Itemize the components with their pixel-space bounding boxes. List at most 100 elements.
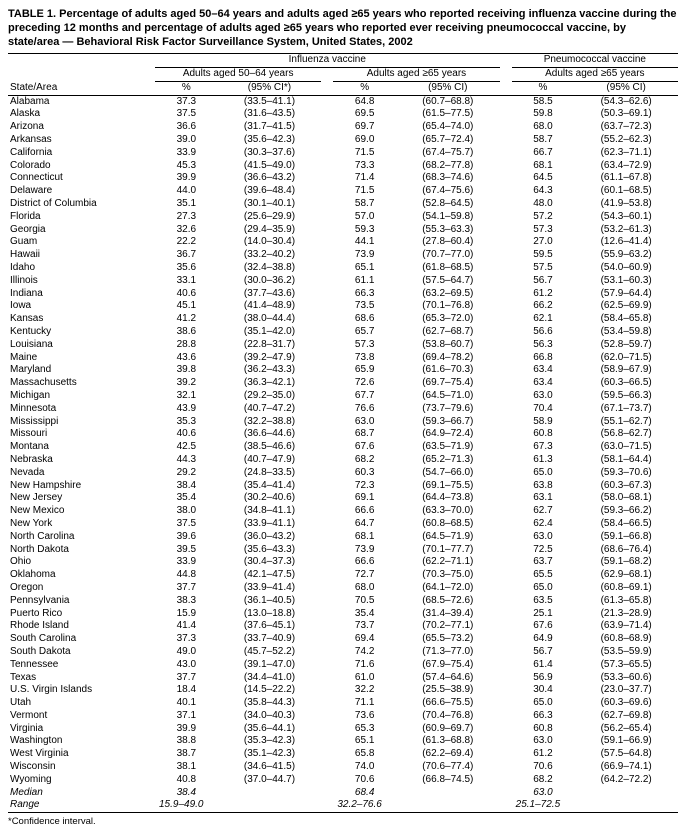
pct-cell: 44.3 (155, 454, 218, 467)
pct-cell: 61.0 (333, 672, 396, 685)
state-cell: New Mexico (8, 505, 155, 518)
ci-cell: (14.5–22.2) (218, 684, 322, 697)
pct-cell: 70.6 (333, 774, 396, 787)
pct-cell: 72.3 (333, 480, 396, 493)
ci-cell: (37.0–44.7) (218, 774, 322, 787)
pct-cell: 37.7 (155, 582, 218, 595)
state-cell: Michigan (8, 390, 155, 403)
header-influenza: Influenza vaccine (155, 54, 500, 68)
ci-cell: (30.4–37.3) (218, 556, 322, 569)
pct-cell: 40.6 (155, 288, 218, 301)
pct-cell: 65.0 (512, 582, 575, 595)
table-row: Massachusetts39.2(36.3–42.1)72.6(69.7–75… (8, 377, 678, 390)
ci-cell: (35.3–42.3) (218, 735, 322, 748)
pct-cell: 40.6 (155, 428, 218, 441)
pct-cell: 66.6 (333, 556, 396, 569)
pct-cell: 39.2 (155, 377, 218, 390)
pct-cell: 38.0 (155, 505, 218, 518)
ci-cell: (34.6–41.5) (218, 761, 322, 774)
pct-cell: 70.6 (512, 761, 575, 774)
ci-cell: (59.3–66.7) (396, 416, 500, 429)
pct-cell: 62.1 (512, 313, 575, 326)
ci-cell: (52.8–59.7) (574, 339, 678, 352)
ci-cell: (70.4–76.8) (396, 710, 500, 723)
table-row: Indiana40.6(37.7–43.6)66.3(63.2–69.5)61.… (8, 288, 678, 301)
pct-cell: 66.8 (512, 352, 575, 365)
pct-cell: 63.8 (512, 480, 575, 493)
ci-cell: (63.4–72.9) (574, 160, 678, 173)
ci-cell: (33.2–40.2) (218, 249, 322, 262)
ci-cell: (66.6–75.5) (396, 697, 500, 710)
pct-cell: 60.8 (512, 723, 575, 736)
pct-cell: 65.0 (512, 467, 575, 480)
ci-cell: (29.4–35.9) (218, 224, 322, 237)
state-cell: Illinois (8, 275, 155, 288)
state-cell: Kansas (8, 313, 155, 326)
pct-cell: 56.6 (512, 326, 575, 339)
ci-cell: (32.4–38.8) (218, 262, 322, 275)
pct-cell: 61.4 (512, 659, 575, 672)
pct-cell: 36.6 (155, 121, 218, 134)
ci-cell: (57.9–64.4) (574, 288, 678, 301)
ci-cell: (39.6–48.4) (218, 185, 322, 198)
ci-cell: (63.3–70.0) (396, 505, 500, 518)
ci-cell: (63.0–71.5) (574, 441, 678, 454)
table-row: North Dakota39.5(35.6–43.3)73.9(70.1–77.… (8, 544, 678, 557)
ci-cell: (60.7–68.8) (396, 95, 500, 108)
ci-cell: (54.7–66.0) (396, 467, 500, 480)
table-row: Maryland39.8(36.2–43.3)65.9(61.6–70.3)63… (8, 364, 678, 377)
ci-cell: (69.1–75.5) (396, 480, 500, 493)
ci-cell: (31.7–41.5) (218, 121, 322, 134)
pct-cell: 38.8 (155, 735, 218, 748)
state-cell: Montana (8, 441, 155, 454)
ci-cell: (64.5–71.9) (396, 531, 500, 544)
pct-cell: 32.1 (155, 390, 218, 403)
ci-cell: (33.5–41.1) (218, 95, 322, 108)
pct-cell: 71.1 (333, 697, 396, 710)
table-row: Vermont37.1(34.0–40.3)73.6(70.4–76.8)66.… (8, 710, 678, 723)
pct-cell: 62.4 (512, 518, 575, 531)
pct-cell: 69.5 (333, 108, 396, 121)
state-cell: Missouri (8, 428, 155, 441)
table-row: Connecticut39.9(36.6–43.2)71.4(68.3–74.6… (8, 172, 678, 185)
pct-cell: 74.0 (333, 761, 396, 774)
ci-cell: (33.9–41.4) (218, 582, 322, 595)
table-row: Nevada29.2(24.8–33.5)60.3(54.7–66.0)65.0… (8, 467, 678, 480)
ci-cell: (70.1–76.8) (396, 300, 500, 313)
pct-cell: 73.8 (333, 352, 396, 365)
ci-cell: (30.3–37.6) (218, 147, 322, 160)
ci-cell: (29.2–35.0) (218, 390, 322, 403)
pct-cell: 64.8 (333, 95, 396, 108)
ci-cell: (70.1–77.7) (396, 544, 500, 557)
pct-cell: 69.7 (333, 121, 396, 134)
table-row: New Jersey35.4(30.2–40.6)69.1(64.4–73.8)… (8, 492, 678, 505)
table-row: West Virginia38.7(35.1–42.3)65.8(62.2–69… (8, 748, 678, 761)
ci-cell: (70.3–75.0) (396, 569, 500, 582)
state-cell: Guam (8, 236, 155, 249)
state-cell: Oregon (8, 582, 155, 595)
pct-cell: 33.9 (155, 556, 218, 569)
pct-cell: 66.7 (512, 147, 575, 160)
pct-cell: 37.7 (155, 672, 218, 685)
range-val: 25.1–72.5 (512, 799, 678, 812)
state-cell: North Carolina (8, 531, 155, 544)
col-ci: (95% CI*) (218, 81, 322, 95)
pct-cell: 25.1 (512, 608, 575, 621)
pct-cell: 15.9 (155, 608, 218, 621)
ci-cell: (37.6–45.1) (218, 620, 322, 633)
table-row: Illinois33.1(30.0–36.2)61.1(57.5–64.7)56… (8, 275, 678, 288)
table-row: Arkansas39.0(35.6–42.3)69.0(65.7–72.4)58… (8, 134, 678, 147)
pct-cell: 43.6 (155, 352, 218, 365)
ci-cell: (62.2–69.4) (396, 748, 500, 761)
pct-cell: 63.0 (512, 735, 575, 748)
pct-cell: 65.7 (333, 326, 396, 339)
ci-cell: (68.3–74.6) (396, 172, 500, 185)
table-row: Washington38.8(35.3–42.3)65.1(61.3–68.8)… (8, 735, 678, 748)
ci-cell: (25.5–38.9) (396, 684, 500, 697)
ci-cell: (55.2–62.3) (574, 134, 678, 147)
col-pct: % (333, 81, 396, 95)
ci-cell: (63.2–69.5) (396, 288, 500, 301)
state-cell: Wisconsin (8, 761, 155, 774)
state-cell: Connecticut (8, 172, 155, 185)
table-row: New Mexico38.0(34.8–41.1)66.6(63.3–70.0)… (8, 505, 678, 518)
